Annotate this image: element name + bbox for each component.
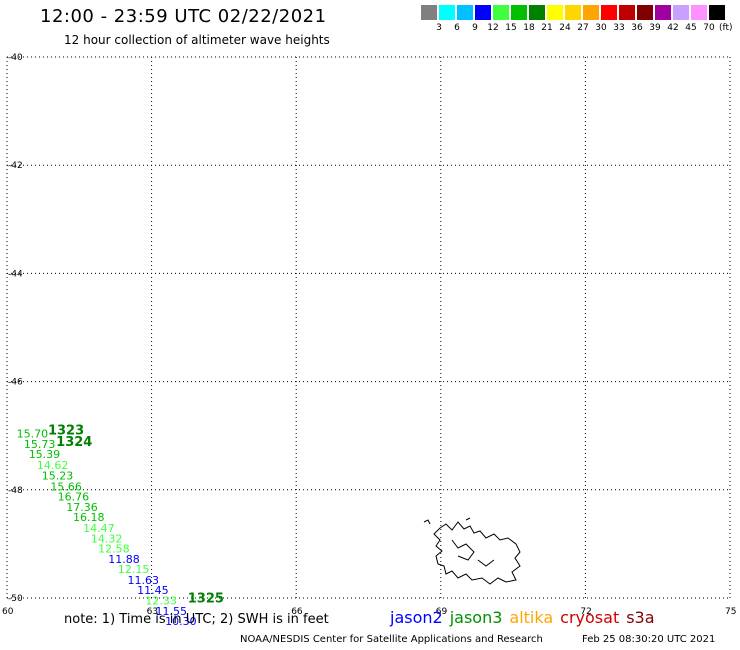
- timestamp-text: Feb 25 08:30:20 UTC 2021: [582, 634, 716, 645]
- data-point-label: 11.63: [128, 574, 160, 587]
- islet-outline: [465, 517, 471, 521]
- x-tick-label: 60: [2, 607, 14, 617]
- data-point-label: 14.32: [91, 532, 123, 545]
- color-swatch: [619, 5, 635, 20]
- color-swatch: [529, 5, 545, 20]
- color-scale-label: 39: [649, 23, 661, 33]
- satellite-altika: altika: [509, 608, 554, 627]
- y-tick-label: -44: [8, 269, 23, 279]
- x-tick-label: 66: [291, 607, 303, 617]
- color-swatch: [565, 5, 581, 20]
- y-tick-label: -40: [8, 53, 23, 63]
- data-point-label: 16.76: [58, 491, 90, 504]
- data-point-label: 15.70: [17, 427, 49, 440]
- data-point-label: 15.66: [50, 480, 82, 493]
- data-point-label: 14.47: [83, 522, 115, 535]
- satellite-jason2: jason2: [390, 608, 443, 627]
- pass-number-label: 1324: [56, 435, 92, 450]
- color-swatch: [475, 5, 491, 20]
- satellite-jason3: jason3: [449, 608, 503, 627]
- color-swatch: [583, 5, 599, 20]
- color-swatch: [511, 5, 527, 20]
- color-scale-label: 12: [487, 23, 499, 33]
- data-point-label: 10.30: [165, 615, 197, 628]
- color-scale-label: 15: [505, 23, 517, 33]
- data-point-label: 12.33: [145, 594, 177, 607]
- color-scale-label: 33: [613, 23, 625, 33]
- note-text: note: 1) Time is in UTC; 2) SWH is in fe…: [64, 612, 329, 627]
- color-swatch: [673, 5, 689, 20]
- x-tick-label: 75: [725, 607, 736, 617]
- color-scale-label: 27: [577, 23, 589, 33]
- color-scale-label: 9: [472, 23, 478, 33]
- island-inlet: [451, 539, 475, 561]
- data-point-label: 16.18: [73, 511, 105, 524]
- color-scale-label: 70: [703, 23, 715, 33]
- satellite-s3a: s3a: [626, 608, 655, 627]
- color-swatch: [655, 5, 671, 20]
- color-scale-label: 30: [595, 23, 607, 33]
- page-subtitle: 12 hour collection of altimeter wave hei…: [64, 33, 330, 47]
- data-point-label: 15.23: [42, 470, 73, 483]
- satellite-legend: jason2 jason3 altika cryosat s3a: [390, 608, 662, 627]
- pass-number-label: 1323: [48, 424, 84, 439]
- color-swatch: [439, 5, 455, 20]
- page-title: 12:00 - 23:59 UTC 02/22/2021: [40, 6, 327, 27]
- color-scale-label: 24: [559, 23, 571, 33]
- color-scale-label: 18: [523, 23, 535, 33]
- color-scale-label: 45: [685, 23, 697, 33]
- data-point-label: 15.39: [29, 448, 61, 461]
- color-swatch: [691, 5, 707, 20]
- data-point-label: 15.73: [24, 438, 56, 451]
- color-scale-label: 42: [667, 23, 679, 33]
- island-coastline: [433, 521, 521, 585]
- pass-number-label: 1325: [188, 591, 224, 606]
- data-point-label: 17.36: [66, 501, 98, 514]
- color-swatch: [457, 5, 473, 20]
- data-point-label: 12.58: [98, 543, 129, 556]
- color-swatch: [493, 5, 509, 20]
- data-point-label: 11.88: [108, 553, 140, 566]
- y-tick-label: -50: [8, 594, 23, 604]
- y-tick-label: -48: [8, 486, 23, 496]
- islet-outline: [423, 519, 431, 525]
- y-tick-label: -46: [8, 378, 23, 388]
- color-swatch: [709, 5, 725, 20]
- data-point-label: 11.55: [155, 605, 187, 618]
- color-swatch: [547, 5, 563, 20]
- data-point-label: 12.15: [118, 563, 150, 576]
- y-tick-label: -42: [8, 161, 23, 171]
- x-tick-label: 69: [436, 607, 448, 617]
- island-inlet: [477, 559, 495, 567]
- color-swatch: [421, 5, 437, 20]
- data-point-label: 14.62: [37, 459, 69, 472]
- color-swatch: [637, 5, 653, 20]
- color-scale-unit: (ft): [719, 23, 733, 33]
- satellite-cryosat: cryosat: [560, 608, 620, 627]
- credit-text: NOAA/NESDIS Center for Satellite Applica…: [240, 634, 543, 645]
- x-tick-label: 63: [147, 607, 158, 617]
- data-point-label: 11.45: [137, 584, 169, 597]
- color-scale-label: 6: [454, 23, 460, 33]
- x-tick-label: 72: [580, 607, 591, 617]
- color-scale-label: 3: [436, 23, 442, 33]
- color-scale-label: 21: [541, 23, 553, 33]
- color-scale-label: 36: [631, 23, 643, 33]
- color-swatch: [601, 5, 617, 20]
